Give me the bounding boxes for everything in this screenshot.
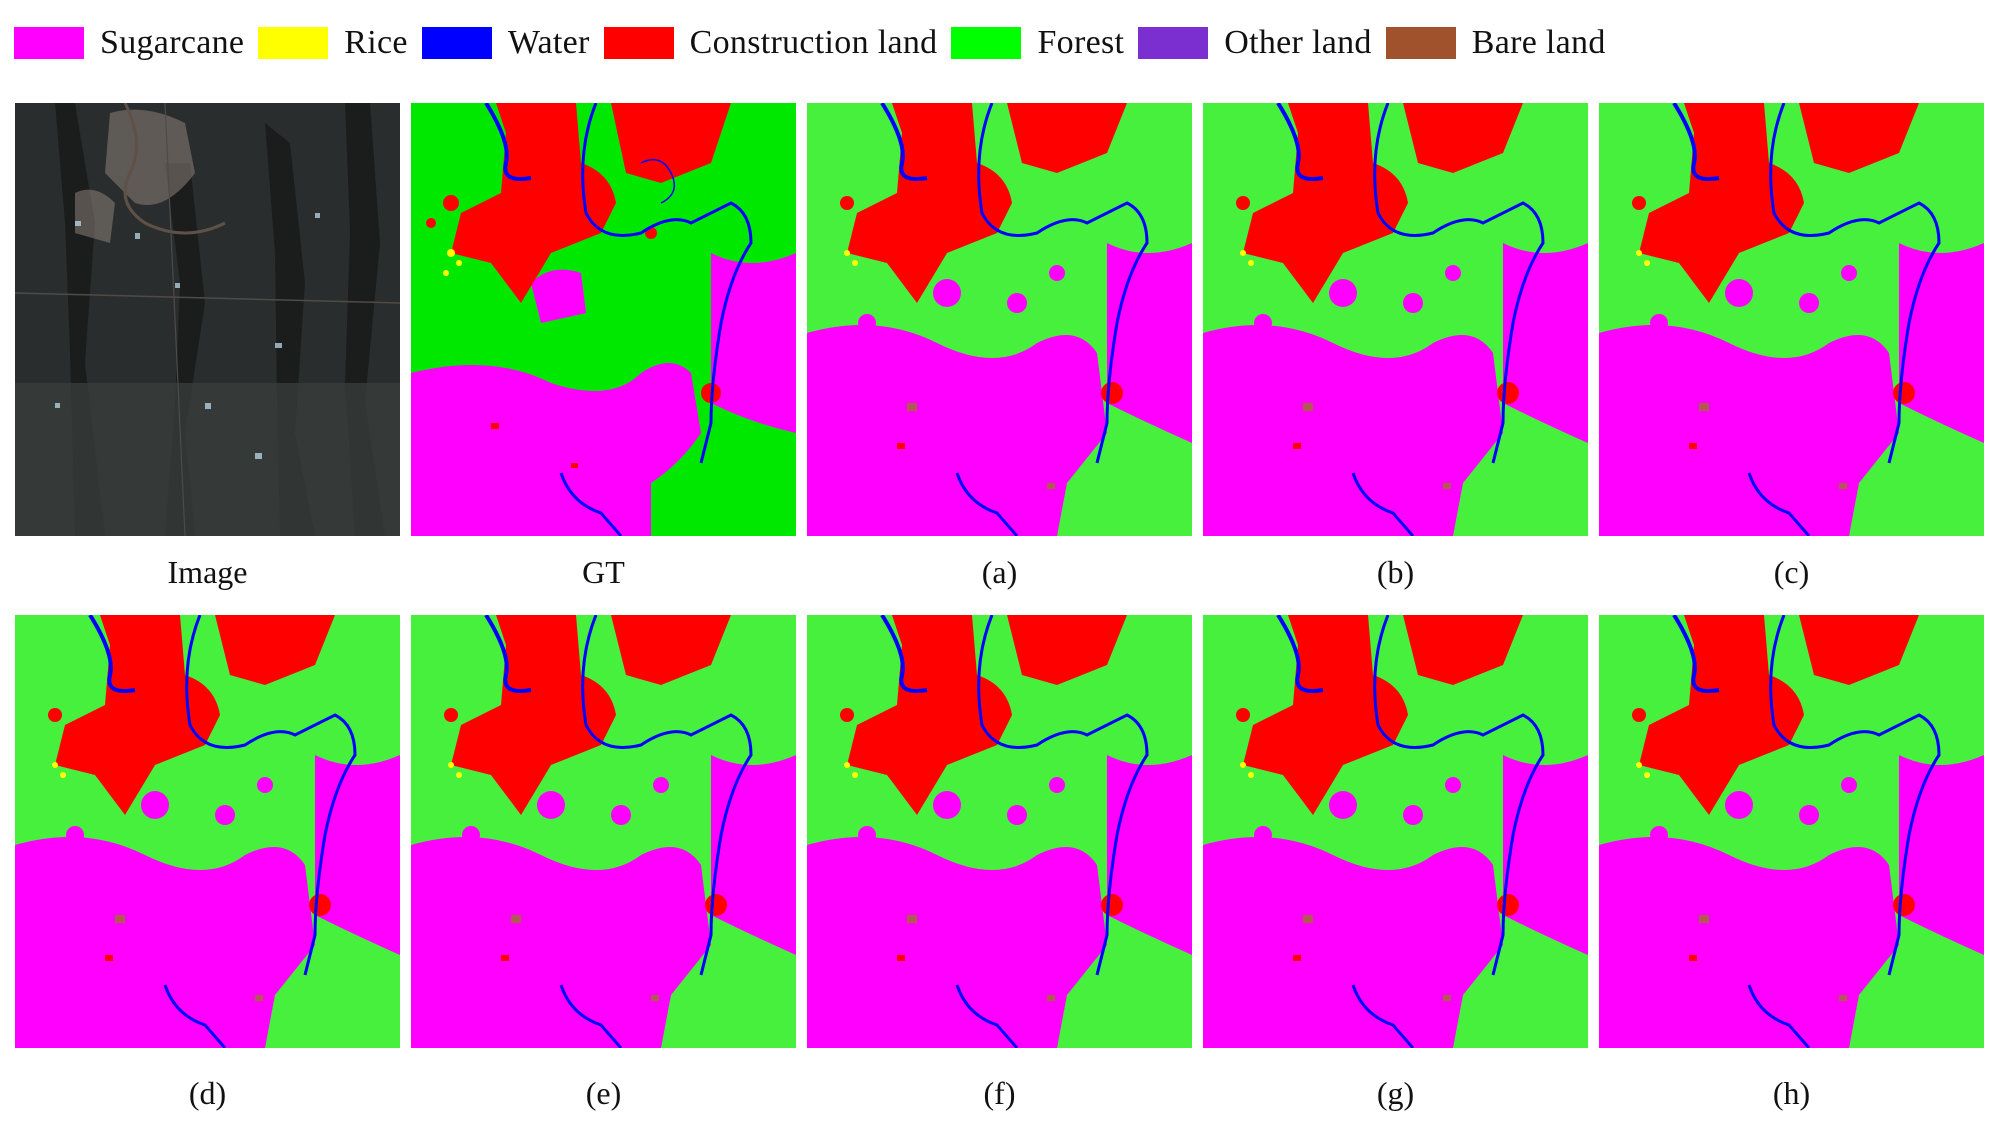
forest-swatch	[951, 27, 1022, 59]
prediction-map-d	[15, 615, 400, 1048]
panel-caption-gt: GT	[582, 554, 625, 590]
sugarcane-swatch	[14, 27, 84, 59]
prediction-map-c	[1599, 103, 1984, 536]
panel-caption-h: (h)	[1772, 1075, 1811, 1111]
legend-label: Water	[507, 24, 590, 61]
legend-item-forest: Forest	[951, 24, 1124, 62]
other-land-swatch	[1138, 27, 1209, 59]
prediction-map-a	[807, 103, 1192, 536]
ground-truth-map	[411, 103, 796, 536]
legend-label: Rice	[344, 24, 408, 61]
bare-land-swatch	[1385, 27, 1456, 59]
panel-caption-image: Image	[167, 554, 248, 590]
prediction-map-panel-a	[807, 103, 1192, 536]
panel-caption-f: (f)	[983, 1075, 1016, 1111]
panel-caption-b: (b)	[1376, 554, 1415, 590]
rice-swatch	[258, 27, 329, 59]
ground-truth-map-panel	[411, 103, 796, 536]
legend-item-rice: Rice	[258, 24, 408, 62]
prediction-map-g	[1203, 615, 1588, 1048]
panel-caption-e: (e)	[585, 1075, 622, 1111]
prediction-map-e	[411, 615, 796, 1048]
satellite-image	[15, 103, 400, 536]
legend-label: Bare land	[1471, 24, 1606, 61]
satellite-image-panel	[15, 103, 400, 536]
prediction-map-panel-c	[1599, 103, 1984, 536]
legend-item-other-land: Other land	[1138, 24, 1371, 62]
water-swatch	[421, 27, 492, 59]
panel-caption-d: (d)	[188, 1075, 227, 1111]
prediction-map-panel-b	[1203, 103, 1588, 536]
prediction-map-f	[807, 615, 1192, 1048]
panel-caption-g: (g)	[1376, 1075, 1415, 1111]
prediction-map-panel-g	[1203, 615, 1588, 1048]
panel-caption-a: (a)	[981, 554, 1018, 590]
legend-label: Construction land	[689, 24, 938, 61]
legend-label: Forest	[1037, 24, 1125, 61]
legend-item-bare-land: Bare land	[1385, 24, 1606, 62]
prediction-map-panel-h	[1599, 615, 1984, 1048]
prediction-map-h	[1599, 615, 1984, 1048]
legend-item-water: Water	[421, 24, 590, 62]
legend-label: Other land	[1224, 24, 1372, 61]
prediction-map-panel-f	[807, 615, 1192, 1048]
legend-item-sugarcane: Sugarcane	[14, 24, 244, 62]
prediction-map-panel-d	[15, 615, 400, 1048]
prediction-map-b	[1203, 103, 1588, 536]
legend: Sugarcane Rice Water Construction land F…	[14, 22, 1620, 64]
legend-label: Sugarcane	[100, 24, 245, 61]
construction-land-swatch	[603, 27, 674, 59]
prediction-map-panel-e	[411, 615, 796, 1048]
legend-item-construction-land: Construction land	[603, 24, 938, 62]
panel-caption-c: (c)	[1773, 554, 1810, 590]
